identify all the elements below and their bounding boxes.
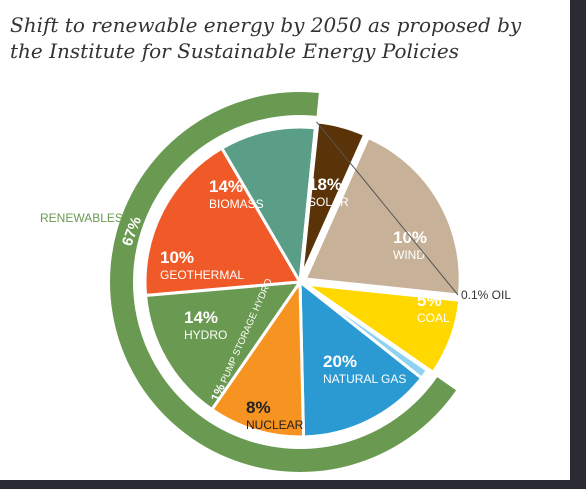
value-label-biomass: 14% [209, 177, 243, 196]
value-label-natural-gas: 20% [323, 352, 357, 371]
slice-hydro [298, 280, 424, 439]
slice-geothermal [210, 280, 306, 439]
chart-title: Shift to renewable energy by 2050 as pro… [10, 13, 522, 63]
category-label-coal: COAL [417, 311, 450, 325]
category-label-hydro: HYDRO [184, 328, 227, 342]
value-label-hydro: 14% [184, 308, 218, 327]
slice-biomass [144, 280, 302, 412]
category-label-natural-gas: NATURAL GAS [323, 372, 406, 386]
category-label-geothermal: GEOTHERMAL [160, 268, 244, 282]
slice-solar [143, 146, 302, 298]
value-label-geothermal: 10% [160, 248, 194, 267]
category-label-wind: WIND [393, 248, 425, 262]
slice-wind [220, 125, 317, 284]
value-label-solar: 18% [308, 175, 342, 194]
slice-nuclear [304, 282, 462, 374]
category-label-biomass: BIOMASS [209, 197, 264, 211]
slice-coal [300, 120, 367, 278]
value-label-nuclear: 8% [246, 398, 271, 417]
category-label-nuclear: NUCLEAR [246, 418, 304, 432]
slice-natural-gas [303, 135, 462, 297]
value-label-wind: 10% [393, 228, 427, 247]
label-oil: 0.1% OIL [461, 288, 511, 302]
category-label-solar: SOLAR [308, 195, 349, 209]
value-label-coal: 5% [417, 291, 442, 310]
group-label-renewables: RENEWABLES [40, 211, 123, 225]
value-label-pump-storage-hydro: 1% [208, 381, 228, 403]
oil-leader-line [316, 121, 459, 296]
